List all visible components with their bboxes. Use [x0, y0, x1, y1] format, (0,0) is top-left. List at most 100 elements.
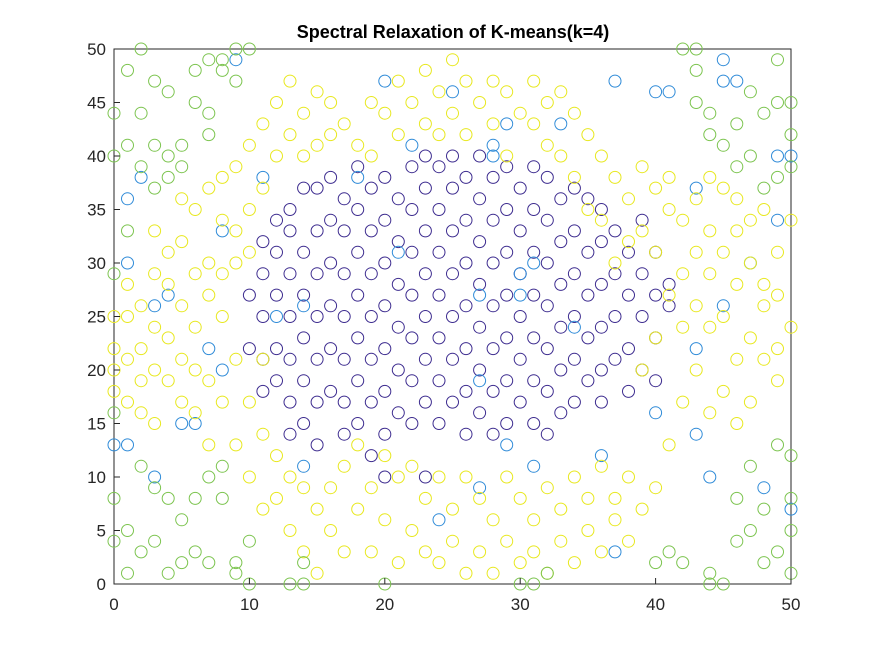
scatter-point	[446, 181, 459, 195]
scatter-point	[689, 427, 703, 441]
scatter-point	[500, 117, 514, 131]
scatter-point	[527, 117, 541, 131]
scatter-point	[527, 513, 541, 527]
scatter-point	[270, 213, 283, 227]
scatter-point	[649, 331, 663, 345]
scatter-point	[703, 106, 717, 120]
scatter-point	[405, 417, 419, 430]
scatter-point	[351, 138, 365, 152]
x-tick-label: 0	[109, 595, 118, 614]
scatter-point	[337, 352, 351, 366]
scatter-point	[378, 427, 392, 441]
scatter-point	[364, 310, 378, 323]
scatter-point	[676, 320, 690, 334]
scatter-point	[107, 267, 121, 281]
scatter-point	[581, 128, 595, 142]
scatter-point	[554, 502, 568, 516]
scatter-point	[283, 395, 297, 409]
scatter-point	[486, 513, 500, 527]
scatter-point	[107, 438, 121, 452]
scatter-point	[459, 256, 473, 270]
scatter-point	[188, 406, 202, 420]
scatter-point	[649, 556, 663, 570]
scatter-point	[351, 502, 365, 516]
scatter-point	[378, 74, 392, 88]
scatter-point	[297, 299, 311, 313]
scatter-point	[188, 417, 202, 430]
scatter-point	[242, 534, 256, 548]
scatter-point	[202, 470, 216, 484]
scatter-point	[594, 213, 608, 227]
scatter-point	[594, 320, 608, 334]
scatter-point	[743, 85, 757, 99]
scatter-point	[554, 85, 568, 99]
scatter-point	[364, 267, 378, 281]
scatter-point	[473, 277, 487, 291]
scatter-point	[513, 288, 527, 302]
scatter-point	[134, 299, 148, 313]
scatter-point	[446, 267, 459, 281]
scatter-point	[378, 170, 392, 184]
scatter-point	[527, 245, 541, 259]
scatter-point	[378, 256, 392, 270]
scatter-point	[540, 170, 554, 184]
y-tick-label: 10	[87, 468, 106, 487]
scatter-point	[364, 352, 378, 366]
scatter-point	[540, 138, 554, 152]
scatter-point	[771, 545, 784, 559]
scatter-point	[215, 491, 229, 505]
scatter-point	[107, 491, 121, 505]
scatter-point	[743, 459, 757, 473]
scatter-point	[121, 524, 134, 537]
scatter-point	[310, 310, 324, 323]
scatter-point	[594, 149, 608, 163]
scatter-point	[540, 427, 554, 441]
scatter-point	[716, 53, 730, 67]
scatter-point	[622, 192, 635, 206]
scatter-point	[270, 449, 283, 463]
scatter-point	[662, 299, 676, 313]
scatter-point	[432, 288, 446, 302]
scatter-point	[716, 577, 730, 591]
scatter-point	[148, 181, 162, 195]
scatter-point	[581, 245, 595, 259]
scatter-point	[622, 245, 635, 259]
scatter-point	[297, 288, 311, 302]
scatter-point	[771, 245, 784, 259]
scatter-point	[716, 299, 730, 313]
scatter-point	[283, 224, 297, 238]
scatter-point	[202, 288, 216, 302]
scatter-point	[297, 577, 311, 591]
scatter-point	[486, 149, 500, 163]
scatter-point	[175, 235, 189, 249]
scatter-point	[784, 96, 798, 109]
scatter-point	[567, 310, 581, 323]
scatter-point	[716, 138, 730, 152]
scatter-point	[161, 170, 175, 184]
scatter-point	[418, 267, 432, 281]
scatter-point	[148, 138, 162, 152]
scatter-point	[703, 320, 717, 334]
scatter-point	[134, 459, 148, 473]
scatter-point	[378, 342, 392, 356]
scatter-point	[242, 342, 256, 356]
scatter-point	[581, 331, 595, 345]
scatter-point	[283, 203, 297, 216]
scatter-point	[635, 224, 649, 238]
scatter-point	[121, 566, 134, 580]
scatter-point	[703, 406, 717, 420]
scatter-point	[297, 181, 311, 195]
scatter-point	[202, 128, 216, 142]
y-tick-label: 50	[87, 40, 106, 59]
scatter-point	[378, 299, 392, 313]
scatter-point	[418, 470, 432, 484]
scatter-point	[310, 566, 324, 580]
scatter-point	[513, 310, 527, 323]
scatter-point	[134, 170, 148, 184]
scatter-point	[743, 524, 757, 537]
scatter-point	[703, 267, 717, 281]
scatter-point	[743, 395, 757, 409]
scatter-point	[121, 438, 134, 452]
scatter-point	[215, 53, 229, 67]
scatter-point	[716, 74, 730, 88]
